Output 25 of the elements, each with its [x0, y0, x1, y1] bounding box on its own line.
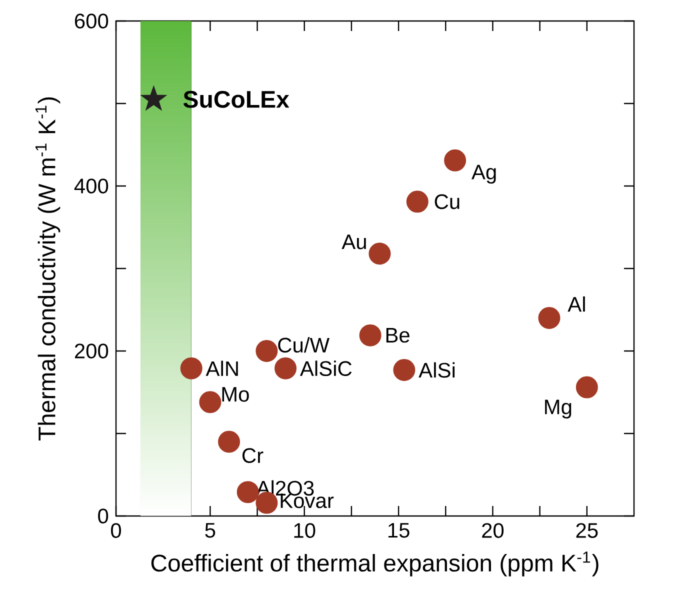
annotation: Mo [222, 387, 249, 402]
x-tick-label: 15 [388, 523, 410, 538]
annotation: Cu/W [278, 337, 330, 353]
x-tick-label: 20 [482, 523, 504, 538]
annotation: Kovar [280, 493, 334, 508]
x-tick-label: 25 [576, 523, 598, 538]
annotation: Mg [545, 400, 572, 419]
annotation: Be [386, 328, 410, 343]
y-tick-label: 400 [74, 178, 108, 194]
annotation: Cu [434, 194, 460, 210]
annotation: Cr [242, 448, 264, 464]
x-tick-label: 0 [110, 523, 122, 538]
y-axis-title: Thermal conductivity (W m$^{-1}$ K$^{-1}$) [35, 97, 60, 441]
y-tick-label: 600 [74, 14, 108, 28]
annotation: Au [342, 234, 366, 250]
annotation: Ag [471, 164, 496, 184]
x-tick-label: 10 [294, 523, 316, 538]
y-tick-label: 200 [74, 344, 108, 358]
annotation: AlSi [418, 362, 455, 378]
annotation: AlN [206, 360, 238, 376]
annotation: Al [568, 296, 585, 312]
x-tick-label: 5 [205, 523, 216, 538]
y-tick-label: 0 [98, 508, 108, 524]
annotation: AlSiC [300, 360, 352, 376]
x-axis-title: Coefficient of thermal expansion (ppm K$^{-1}$) [151, 552, 598, 576]
